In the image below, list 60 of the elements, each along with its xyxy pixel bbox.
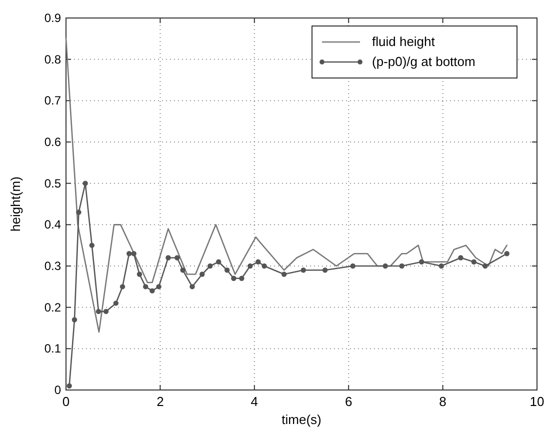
y-tick-label: 0.1 xyxy=(44,342,62,356)
point xyxy=(224,268,230,273)
point xyxy=(382,263,388,269)
point xyxy=(231,276,236,281)
point xyxy=(96,308,102,314)
point xyxy=(174,255,180,260)
x-tick-label: 6 xyxy=(344,394,352,409)
point xyxy=(72,317,78,322)
point xyxy=(113,300,119,306)
y-tick-label: 0 xyxy=(54,383,62,397)
x-tick-label: 4 xyxy=(250,394,258,409)
y-tick-label: 0.5 xyxy=(44,176,62,190)
point xyxy=(89,242,95,248)
point xyxy=(190,284,195,290)
point xyxy=(216,259,222,264)
point xyxy=(262,263,267,269)
point xyxy=(103,308,109,314)
point xyxy=(471,259,476,264)
point xyxy=(76,210,82,215)
point xyxy=(131,251,136,256)
point xyxy=(82,180,88,186)
y-axis-title: height(m) xyxy=(8,176,23,232)
point xyxy=(150,288,155,294)
point xyxy=(438,263,444,269)
y-tick-label: 0.6 xyxy=(44,135,62,149)
x-tick-label: 10 xyxy=(530,394,544,409)
point xyxy=(458,255,464,260)
point xyxy=(399,263,404,269)
y-tick-label: 0.9 xyxy=(44,11,62,25)
point xyxy=(66,383,72,388)
y-tick-label: 0.4 xyxy=(44,218,62,232)
y-tick-label: 0.3 xyxy=(44,259,62,273)
point xyxy=(126,251,132,256)
x-tick-label: 8 xyxy=(439,394,446,409)
point xyxy=(136,272,142,277)
y-tick-label: 0.8 xyxy=(44,52,62,66)
point xyxy=(156,284,162,290)
point xyxy=(200,272,205,277)
point xyxy=(482,263,488,269)
point xyxy=(322,268,328,273)
x-tick-label: 2 xyxy=(156,394,164,409)
point xyxy=(248,263,253,269)
point xyxy=(300,268,306,273)
legend-label: (p-p0)/g at bottom xyxy=(372,54,476,69)
y-tick-label: 0.7 xyxy=(44,94,62,108)
x-axis-title: time(s) xyxy=(282,412,322,427)
point xyxy=(350,263,356,269)
point xyxy=(239,276,244,281)
point xyxy=(166,255,171,260)
y-tick-label: 0.2 xyxy=(44,300,62,314)
point xyxy=(419,259,424,264)
point xyxy=(504,251,510,256)
point xyxy=(180,268,186,273)
point xyxy=(208,263,213,269)
point xyxy=(120,284,126,290)
line-series xyxy=(65,38,508,333)
point xyxy=(256,259,261,264)
legend-label: fluid height xyxy=(372,34,436,49)
point xyxy=(143,284,148,290)
point xyxy=(281,272,287,277)
